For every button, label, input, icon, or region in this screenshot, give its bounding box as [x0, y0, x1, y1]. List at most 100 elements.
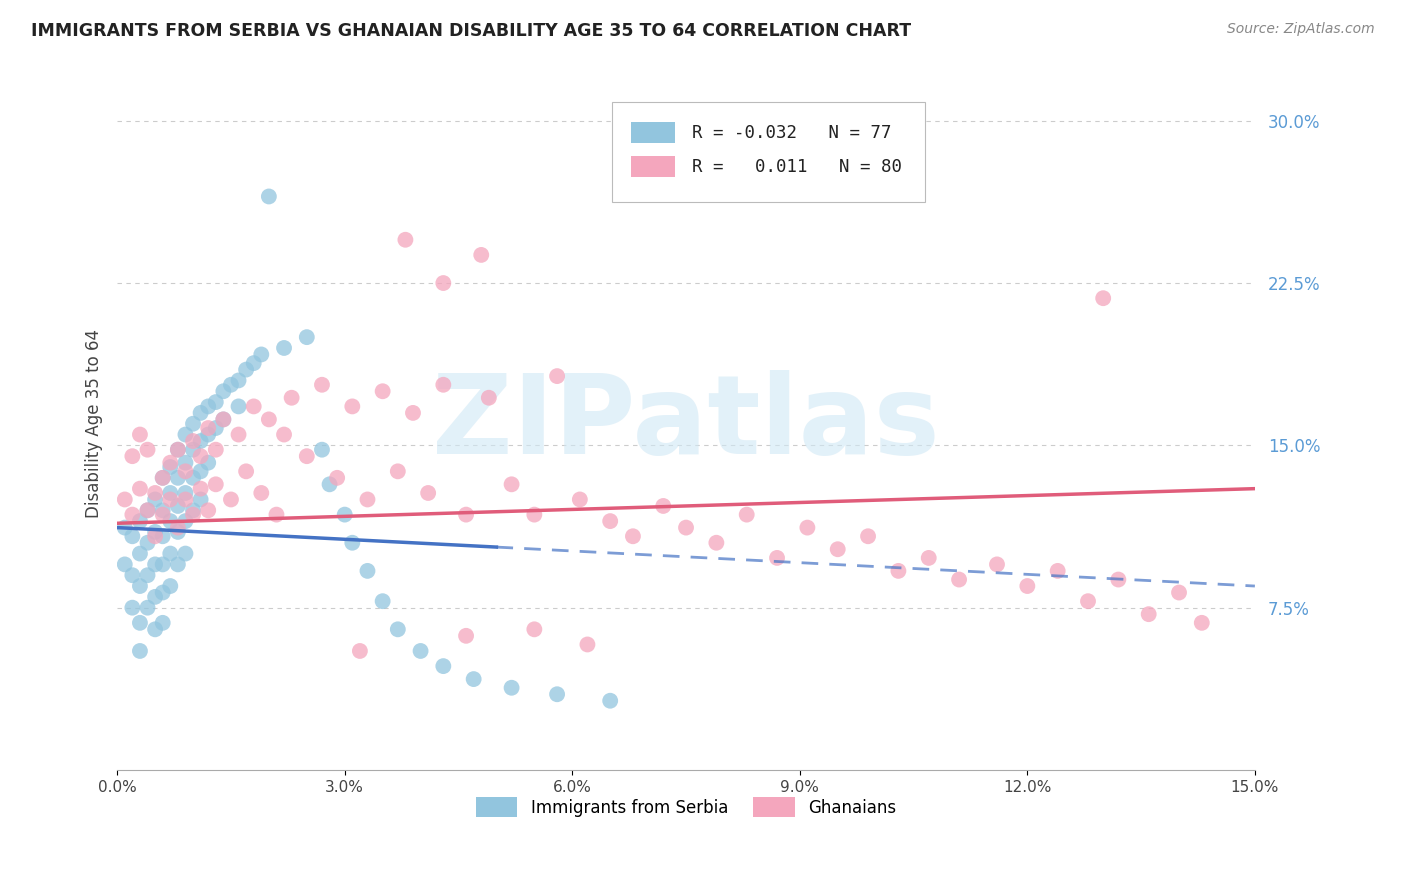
Point: [470, 248, 492, 262]
Point: [295, 449, 318, 463]
Point: [129, 514, 152, 528]
Point: [129, 615, 152, 630]
Text: Source: ZipAtlas.com: Source: ZipAtlas.com: [1227, 22, 1375, 37]
Point: [159, 460, 181, 475]
Point: [599, 514, 621, 528]
Point: [212, 384, 235, 399]
Point: [197, 400, 219, 414]
Point: [311, 377, 333, 392]
Point: [190, 482, 212, 496]
Point: [152, 471, 174, 485]
Point: [143, 529, 166, 543]
Point: [152, 508, 174, 522]
Point: [621, 529, 644, 543]
Point: [242, 400, 264, 414]
Point: [159, 456, 181, 470]
Point: [114, 520, 136, 534]
Point: [152, 529, 174, 543]
Point: [204, 477, 226, 491]
Point: [143, 524, 166, 539]
Point: [121, 529, 143, 543]
Point: [197, 503, 219, 517]
Point: [235, 362, 257, 376]
Point: [371, 384, 394, 399]
Point: [599, 694, 621, 708]
Point: [478, 391, 501, 405]
Bar: [631, 122, 675, 144]
Point: [280, 391, 302, 405]
Point: [121, 449, 143, 463]
Point: [546, 687, 568, 701]
Point: [121, 568, 143, 582]
Point: [181, 417, 204, 431]
Point: [501, 681, 523, 695]
Point: [143, 623, 166, 637]
Point: [136, 535, 159, 549]
Point: [523, 623, 546, 637]
Point: [409, 644, 432, 658]
Point: [1191, 615, 1213, 630]
Point: [152, 558, 174, 572]
Point: [121, 508, 143, 522]
Point: [652, 499, 675, 513]
Point: [454, 508, 477, 522]
Point: [228, 400, 250, 414]
Point: [129, 482, 152, 496]
Point: [333, 508, 356, 522]
FancyBboxPatch shape: [612, 102, 925, 202]
Point: [159, 514, 181, 528]
Point: [197, 421, 219, 435]
Point: [576, 638, 599, 652]
Point: [129, 579, 152, 593]
Point: [827, 542, 849, 557]
Point: [167, 520, 190, 534]
Point: [204, 421, 226, 435]
Point: [143, 558, 166, 572]
Point: [181, 434, 204, 448]
Point: [159, 579, 181, 593]
Point: [181, 508, 204, 522]
Point: [394, 233, 416, 247]
Point: [432, 377, 454, 392]
Legend: Immigrants from Serbia, Ghanaians: Immigrants from Serbia, Ghanaians: [470, 790, 903, 824]
Point: [986, 558, 1008, 572]
Point: [136, 503, 159, 517]
Point: [1107, 573, 1129, 587]
Point: [190, 464, 212, 478]
Point: [432, 659, 454, 673]
Point: [1017, 579, 1039, 593]
Point: [174, 456, 197, 470]
Point: [295, 330, 318, 344]
Point: [219, 492, 242, 507]
Point: [129, 547, 152, 561]
Point: [796, 520, 818, 534]
Point: [228, 373, 250, 387]
Point: [735, 508, 758, 522]
Point: [181, 442, 204, 457]
Point: [219, 377, 242, 392]
Point: [181, 503, 204, 517]
Point: [167, 471, 190, 485]
Point: [568, 492, 591, 507]
Text: R = -0.032   N = 77: R = -0.032 N = 77: [692, 124, 891, 142]
Point: [387, 623, 409, 637]
Point: [167, 442, 190, 457]
Point: [181, 471, 204, 485]
Point: [918, 550, 941, 565]
Point: [418, 486, 440, 500]
Point: [463, 672, 485, 686]
Point: [1092, 291, 1115, 305]
Point: [546, 369, 568, 384]
Point: [190, 434, 212, 448]
Point: [1168, 585, 1191, 599]
Point: [501, 477, 523, 491]
Point: [174, 492, 197, 507]
Point: [454, 629, 477, 643]
Point: [387, 464, 409, 478]
Point: [143, 492, 166, 507]
Point: [856, 529, 879, 543]
Point: [121, 600, 143, 615]
Point: [190, 406, 212, 420]
Point: [432, 276, 454, 290]
Point: [371, 594, 394, 608]
